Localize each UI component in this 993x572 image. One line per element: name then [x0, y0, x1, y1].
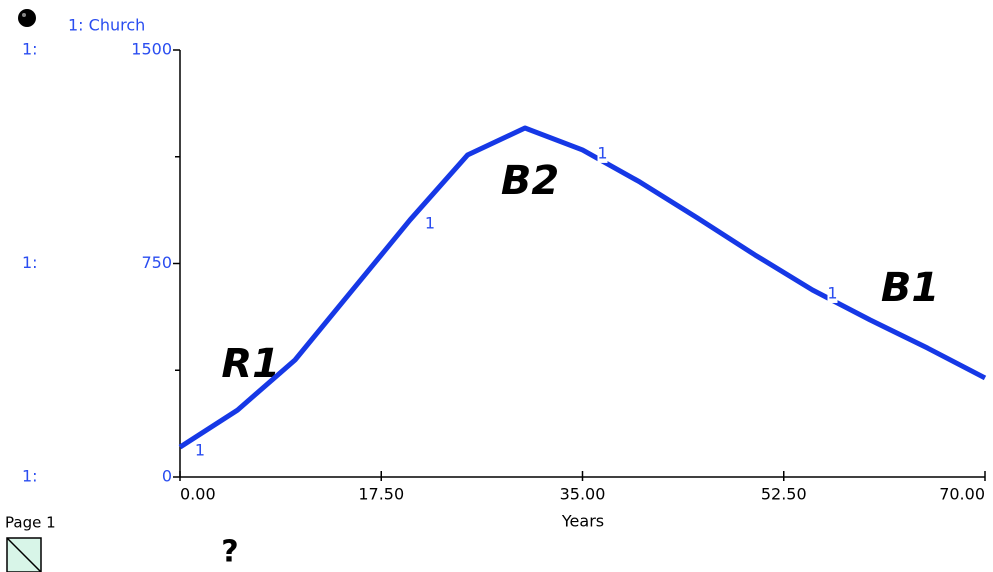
x-tick-label: 70.00 — [939, 485, 985, 504]
line-marker-bg — [195, 442, 205, 461]
legend-entry: 1: Church — [68, 16, 145, 35]
series-icon-highlight — [22, 13, 26, 17]
x-tick-label: 17.50 — [358, 485, 404, 504]
line-marker-bg — [425, 214, 435, 233]
line-marker: 1 — [195, 441, 205, 460]
line-marker: 1 — [425, 213, 435, 232]
page-label: Page 1 — [5, 514, 56, 532]
x-tick-label: 52.50 — [761, 485, 807, 504]
y-axis-prefix: 1: — [22, 253, 38, 272]
series-icon — [18, 9, 36, 27]
x-tick-label: 0.00 — [180, 485, 216, 504]
line-marker-bg — [597, 144, 608, 163]
line-marker-bg — [827, 284, 838, 303]
annotation: B2 — [501, 158, 559, 204]
line-marker: 1 — [827, 283, 837, 302]
y-tick-label: 1500 — [131, 40, 172, 59]
y-tick-label: 0 — [162, 467, 172, 486]
y-axis-prefix: 1: — [22, 40, 38, 59]
help-icon[interactable]: ? — [221, 535, 238, 570]
x-axis-label: Years — [561, 512, 604, 531]
y-axis-prefix: 1: — [22, 467, 38, 486]
annotation: B1 — [881, 265, 939, 311]
series-line — [178, 125, 987, 450]
y-tick-label: 750 — [141, 253, 172, 272]
x-tick-label: 35.00 — [560, 485, 606, 504]
page-icon-diagonal — [6, 537, 42, 572]
line-marker: 1 — [597, 143, 607, 162]
